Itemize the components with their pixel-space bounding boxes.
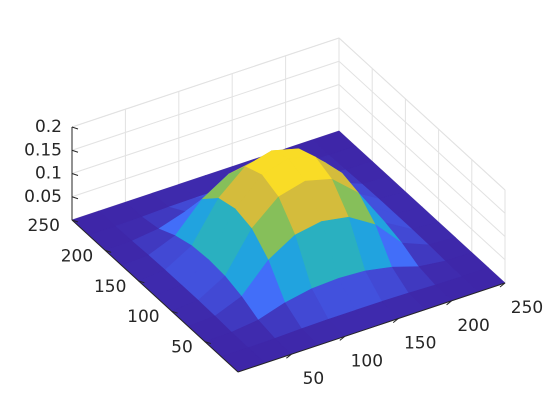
z-tick-label: 0.05 (24, 187, 62, 207)
y-tick (71, 219, 79, 223)
grid-line (338, 60, 506, 214)
grid-line (71, 84, 340, 174)
box-edge (71, 37, 340, 128)
y-tick (105, 249, 112, 253)
z-tick-label: 0.2 (35, 117, 62, 137)
y-tick (171, 310, 178, 314)
z-tick-label: 0.15 (24, 140, 62, 160)
y-tick (204, 341, 211, 345)
z-tick-label: 0.1 (35, 164, 62, 184)
x-tick (392, 318, 399, 323)
z-tick (71, 126, 79, 130)
x-tick-label: 100 (351, 351, 383, 371)
y-tick (138, 280, 145, 284)
x-tick-label: 150 (404, 334, 436, 354)
grid-line (338, 107, 506, 261)
x-tick-label: 250 (511, 298, 543, 318)
x-axis (237, 282, 506, 373)
box-edge (338, 37, 506, 191)
y-tick-label: 200 (61, 246, 93, 266)
x-tick (499, 282, 506, 288)
y-axis (71, 219, 239, 373)
z-tick (71, 196, 79, 200)
y-tick-label: 150 (94, 277, 126, 297)
grid-line (71, 60, 340, 151)
y-tick-label: 50 (171, 338, 193, 358)
y-tick-label: 100 (127, 307, 159, 327)
grid-line (71, 107, 340, 198)
x-tick-label: 200 (457, 316, 489, 336)
x-tick-label: 50 (303, 369, 325, 389)
x-tick (286, 353, 292, 359)
x-tick (446, 300, 452, 306)
z-tick (71, 173, 79, 176)
x-tick (339, 336, 346, 341)
z-tick (71, 149, 79, 153)
grid-line (338, 84, 506, 237)
y-tick-label: 250 (28, 216, 60, 236)
